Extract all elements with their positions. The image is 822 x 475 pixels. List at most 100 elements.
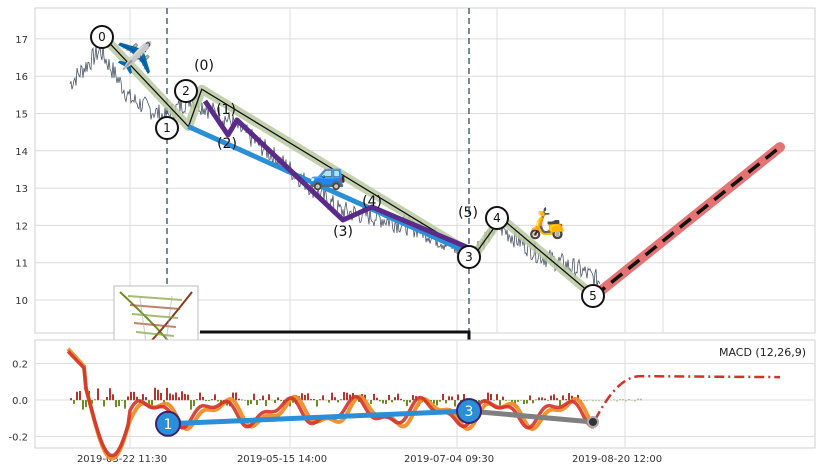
macd-point-marker	[588, 417, 598, 427]
macd-histogram-bar	[265, 400, 267, 406]
macd-histogram-bar	[208, 400, 210, 401]
macd-histogram-bar	[595, 400, 597, 401]
macd-histogram-bar	[598, 400, 600, 401]
macd-histogram-bar	[253, 394, 255, 400]
macd-histogram-bar	[592, 400, 594, 401]
macd-histogram-bar	[307, 393, 309, 400]
macd-histogram-bar	[379, 400, 381, 401]
macd-histogram-bar	[622, 399, 624, 400]
macd-histogram-bar	[517, 400, 519, 402]
macd-histogram-bar	[544, 399, 546, 401]
macd-histogram-bar	[154, 388, 156, 400]
wave-label: 3	[465, 250, 473, 264]
macd-point-label: 1	[164, 417, 173, 433]
x-tick-label: 2019-08-20 12:00	[572, 454, 662, 465]
macd-histogram-bar	[457, 394, 459, 400]
macd-histogram-bar	[106, 397, 108, 400]
macd-histogram-bar	[556, 398, 558, 400]
macd-histogram-bar	[562, 395, 564, 400]
macd-histogram-bar	[82, 400, 84, 410]
macd-histogram-bar	[634, 400, 636, 402]
macd-histogram-bar	[499, 400, 501, 406]
wave-label: 2	[182, 84, 190, 98]
macd-histogram-bar	[391, 400, 393, 402]
macd-histogram-bar	[190, 400, 192, 410]
macd-histogram-bar	[523, 400, 525, 404]
macd-histogram-bar	[541, 397, 543, 400]
y-tick-label: 0.0	[12, 396, 28, 407]
macd-histogram-bar	[586, 400, 588, 401]
macd-histogram-bar	[145, 397, 147, 400]
macd-histogram-bar	[121, 400, 123, 401]
macd-histogram-bar	[403, 400, 405, 401]
macd-histogram-bar	[196, 399, 198, 400]
macd-histogram-bar	[613, 399, 615, 400]
macd-histogram-bar	[616, 400, 618, 402]
macd-histogram-bar	[157, 390, 159, 400]
macd-histogram-bar	[322, 395, 324, 400]
macd-histogram-bar	[346, 393, 348, 400]
macd-histogram-bar	[169, 393, 171, 400]
macd-histogram-bar	[124, 400, 126, 409]
minor-wave-label: (3)	[333, 224, 353, 240]
macd-histogram-bar	[637, 398, 639, 400]
macd-point-label: 3	[465, 404, 474, 420]
macd-histogram-bar	[97, 388, 99, 400]
macd-histogram-bar	[394, 397, 396, 400]
macd-histogram-bar	[640, 399, 642, 401]
macd-histogram-bar	[217, 400, 219, 401]
macd-histogram-bar	[628, 399, 630, 400]
macd-histogram-bar	[175, 393, 177, 401]
macd-histogram-bar	[406, 400, 408, 406]
macd-histogram-bar	[490, 394, 492, 400]
macd-histogram-bar	[160, 393, 162, 400]
macd-histogram-bar	[619, 399, 621, 400]
macd-histogram-bar	[331, 393, 333, 401]
macd-histogram-bar	[268, 394, 270, 400]
y-tick-label: 10	[15, 296, 28, 307]
macd-histogram-bar	[454, 400, 456, 406]
macd-histogram-bar	[553, 394, 555, 400]
wave-label: 4	[493, 211, 501, 225]
macd-histogram-bar	[532, 400, 534, 403]
macd-histogram-bar	[247, 400, 249, 405]
macd-histogram-bar	[112, 394, 114, 400]
macd-histogram-bar	[439, 400, 441, 402]
macd-histogram-bar	[502, 397, 504, 401]
macd-histogram-bar	[115, 400, 117, 407]
macd-histogram-bar	[319, 399, 321, 400]
macd-legend-label: MACD (12,26,9)	[719, 346, 806, 359]
macd-histogram-bar	[337, 400, 339, 402]
macd-histogram-bar	[70, 398, 72, 400]
y-tick-label: 13	[15, 184, 28, 195]
macd-histogram-bar	[94, 399, 96, 400]
macd-histogram-bar	[373, 394, 375, 400]
macd-histogram-bar	[310, 399, 312, 400]
macd-histogram-bar	[118, 400, 120, 406]
macd-histogram-bar	[262, 396, 264, 401]
macd-histogram-bar	[202, 397, 204, 400]
macd-histogram-bar	[451, 397, 453, 401]
car-icon: 🚙	[309, 157, 346, 192]
macd-histogram-bar	[583, 400, 585, 401]
wave-label: 0	[98, 30, 106, 44]
macd-histogram-bar	[493, 400, 495, 401]
macd-histogram-bar	[166, 388, 168, 400]
macd-histogram-bar	[313, 399, 315, 400]
macd-histogram-bar	[316, 400, 318, 407]
minor-wave-label: (2)	[217, 136, 237, 152]
macd-histogram-bar	[235, 392, 237, 400]
macd-histogram-bar	[73, 400, 75, 404]
macd-histogram-bar	[181, 391, 183, 400]
macd-histogram-bar	[256, 400, 258, 405]
macd-histogram-bar	[328, 400, 330, 403]
macd-histogram-bar	[565, 399, 567, 400]
y-tick-label: 17	[15, 35, 28, 46]
macd-histogram-bar	[187, 395, 189, 401]
macd-histogram-bar	[445, 400, 447, 403]
minor-wave-label: (5)	[458, 205, 478, 221]
y-tick-label: 14	[15, 147, 28, 158]
wave-label: 1	[163, 121, 171, 135]
macd-histogram-bar	[142, 394, 144, 400]
